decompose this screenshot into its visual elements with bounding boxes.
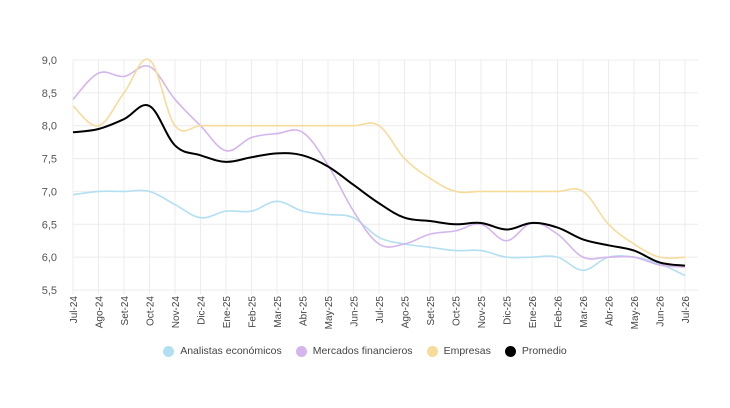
y-tick-label: 7,0 bbox=[42, 186, 57, 198]
legend: Analistas económicos Mercados financieros… bbox=[0, 345, 730, 357]
x-tick-label: Mar-25 bbox=[273, 296, 284, 328]
x-tick-label: Jun-25 bbox=[350, 296, 361, 327]
line-chart: 9,0 8,5 8,0 7,5 7,0 6,5 6,0 5,5 Jul-24 Ago-24 Set… bbox=[42, 55, 698, 330]
y-axis: 9,0 8,5 8,0 7,5 7,0 6,5 6,0 5,5 bbox=[42, 55, 57, 297]
x-tick-label: Jul-26 bbox=[681, 296, 692, 324]
x-tick-label: Jun-26 bbox=[656, 296, 667, 327]
x-tick-label: Dic-25 bbox=[503, 296, 514, 325]
x-tick-label: Feb-25 bbox=[248, 296, 259, 328]
legend-swatch-icon bbox=[295, 345, 307, 357]
legend-item-mercados-financieros[interactable]: Mercados financieros bbox=[295, 345, 413, 357]
legend-swatch-icon bbox=[504, 345, 516, 357]
x-tick-label: Ago-24 bbox=[95, 296, 106, 329]
y-tick-label: 7,5 bbox=[42, 154, 57, 166]
x-tick-label: Ene-26 bbox=[528, 296, 539, 329]
series-lines bbox=[72, 58, 686, 277]
legend-swatch-icon bbox=[163, 345, 175, 357]
x-tick-label: Set-25 bbox=[426, 296, 437, 326]
x-tick-label: Jul-25 bbox=[375, 296, 386, 324]
x-tick-label: Oct-24 bbox=[146, 296, 157, 326]
x-tick-label: Feb-26 bbox=[554, 296, 565, 328]
x-tick-label: Oct-25 bbox=[452, 296, 463, 326]
y-tick-label: 5,5 bbox=[42, 285, 57, 297]
legend-label: Mercados financieros bbox=[312, 345, 413, 357]
y-tick-label: 8,5 bbox=[42, 88, 57, 100]
grid bbox=[72, 59, 698, 294]
x-tick-label: Nov-24 bbox=[171, 296, 182, 329]
x-tick-label: Ene-25 bbox=[222, 296, 233, 329]
x-tick-label: Nov-25 bbox=[477, 296, 488, 329]
y-tick-label: 6,0 bbox=[42, 252, 57, 264]
legend-label: Analistas económicos bbox=[180, 345, 282, 357]
x-tick-label: Ago-25 bbox=[401, 296, 412, 329]
legend-label: Empresas bbox=[443, 345, 491, 357]
x-tick-label: Abr-25 bbox=[299, 296, 310, 326]
x-tick-label: Mar-26 bbox=[579, 296, 590, 328]
y-tick-label: 9,0 bbox=[42, 55, 57, 67]
legend-item-empresas[interactable]: Empresas bbox=[426, 345, 491, 357]
legend-item-promedio[interactable]: Promedio bbox=[504, 345, 567, 357]
x-tick-label: Jul-24 bbox=[69, 296, 80, 324]
legend-label: Promedio bbox=[521, 345, 567, 357]
y-tick-label: 6,5 bbox=[42, 219, 57, 231]
x-tick-label: Set-24 bbox=[120, 296, 131, 326]
x-axis: Jul-24 Ago-24 Set-24 Oct-24 Nov-24 Dic-24 Ene-… bbox=[69, 296, 692, 330]
x-tick-label: May-26 bbox=[630, 296, 641, 330]
legend-swatch-icon bbox=[426, 345, 438, 357]
legend-item-analistas-economicos[interactable]: Analistas económicos bbox=[163, 345, 282, 357]
y-tick-label: 8,0 bbox=[42, 121, 57, 133]
x-tick-label: May-25 bbox=[324, 296, 335, 330]
x-tick-label: Abr-26 bbox=[605, 296, 616, 326]
x-tick-label: Dic-24 bbox=[197, 296, 208, 325]
